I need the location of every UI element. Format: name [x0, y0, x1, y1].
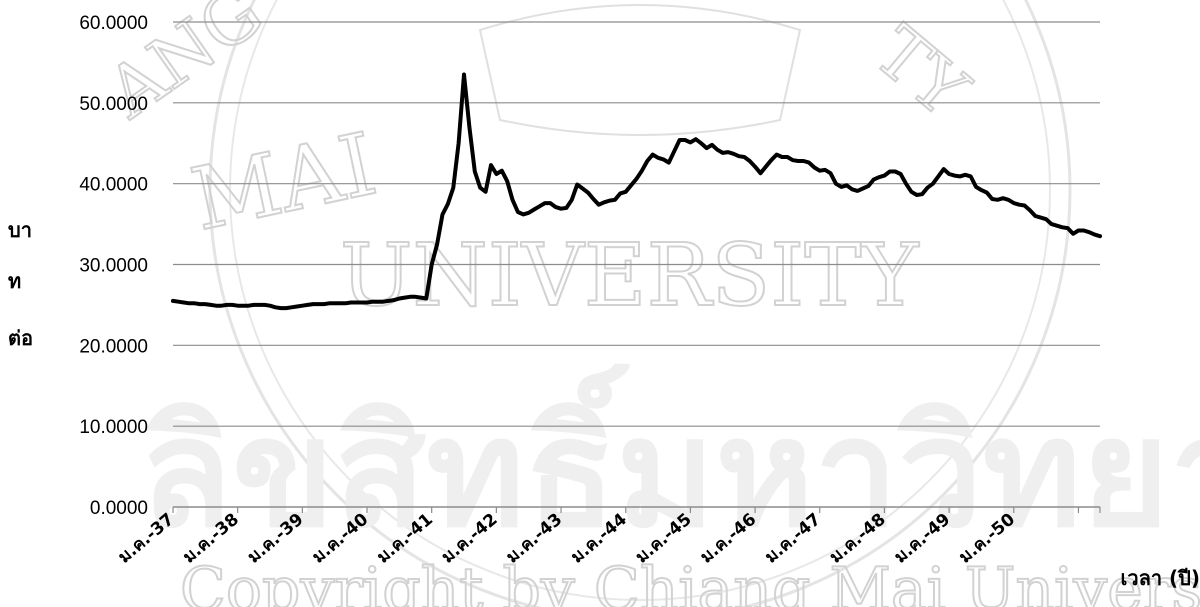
series-line — [171, 72, 1102, 311]
y-axis-label-line: ต่อ — [8, 326, 33, 350]
x-tick-label: ม.ค.-45 — [632, 510, 696, 568]
series-line-path — [171, 72, 1102, 311]
x-tick-label: ม.ค.-48 — [826, 510, 890, 568]
y-axis-label-line: ท — [8, 269, 21, 293]
y-tick-label: 40.0000 — [79, 175, 148, 196]
y-axis-label-line: บา — [8, 218, 32, 242]
y-tick-label: 60.0000 — [79, 13, 148, 34]
x-tick-label: ม.ค.-39 — [244, 510, 308, 568]
x-tick-label: ม.ค.-44 — [567, 509, 631, 567]
y-tick-label: 20.0000 — [79, 336, 148, 357]
x-tick-label: ม.ค.-38 — [179, 510, 243, 568]
x-axis-label: เวลา (ปี) — [1121, 566, 1200, 590]
x-tick-label: ม.ค.-46 — [697, 510, 761, 568]
x-tick-label: ม.ค.-42 — [438, 510, 502, 568]
x-axis-ticks: ม.ค.-37 ม.ค.-38 ม.ค.-39 ม.ค.-40 ม.ค.-41 ม.ค.-… — [115, 509, 1019, 567]
x-tick-label: ม.ค.-47 — [761, 510, 825, 568]
y-tick-label: 30.0000 — [79, 256, 148, 277]
x-tick-label: ม.ค.-50 — [955, 509, 1019, 567]
x-tick-label: ม.ค.-41 — [373, 510, 437, 568]
x-tick-label: ม.ค.-49 — [891, 510, 955, 568]
y-tick-label: 10.0000 — [79, 417, 148, 438]
x-tick-label: ม.ค.-43 — [503, 510, 567, 568]
x-axis — [172, 506, 1101, 513]
y-tick-label: 0.0000 — [90, 498, 148, 519]
y-axis-ticks: 0.0000 10.0000 20.0000 30.0000 40.0000 50.000… — [79, 13, 148, 519]
y-tick-label: 50.0000 — [79, 94, 148, 115]
x-tick-label: ม.ค.-40 — [309, 509, 373, 567]
gridlines — [173, 21, 1100, 427]
